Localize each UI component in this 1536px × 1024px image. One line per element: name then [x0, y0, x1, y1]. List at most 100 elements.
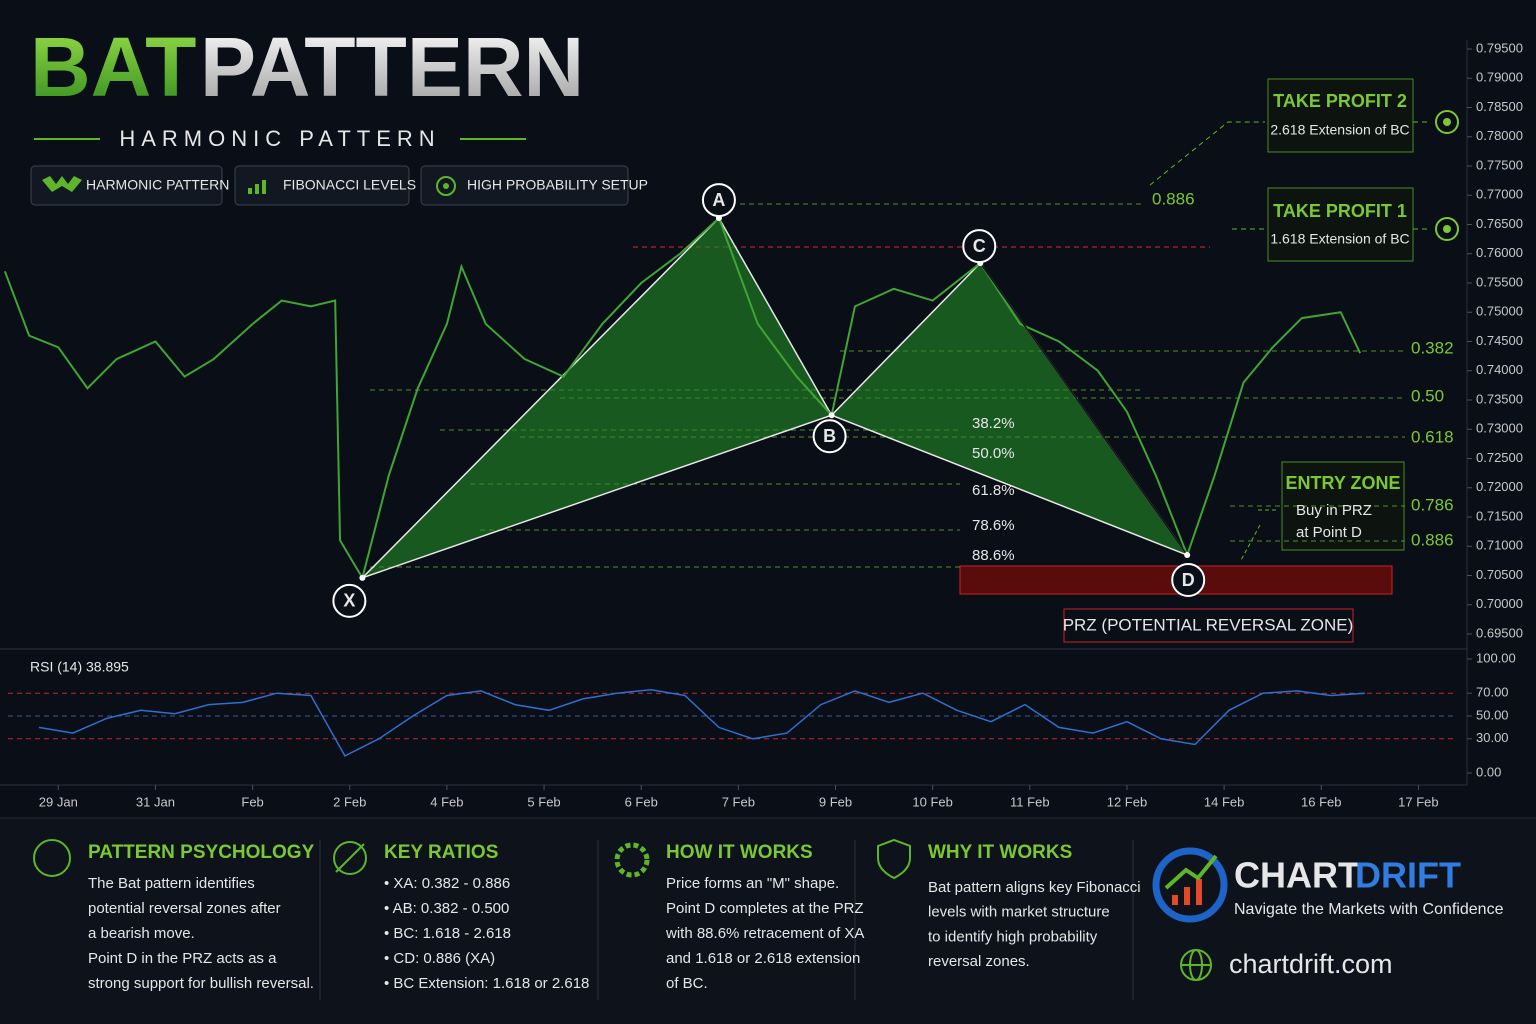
x-tick-label: 10 Feb	[912, 794, 952, 809]
pivot-point	[828, 412, 835, 419]
section-text: strong support for bullish reversal.	[88, 975, 314, 992]
subtitle: HARMONIC PATTERN	[119, 126, 440, 151]
y-tick-label: 0.79000	[1476, 70, 1523, 85]
tp-text: 2.618 Extension of BC	[1270, 122, 1409, 138]
y-tick-label: 0.72000	[1476, 479, 1523, 494]
section-text: Point D in the PRZ acts as a	[88, 950, 277, 967]
y-tick-label: 0.76000	[1476, 245, 1523, 260]
y-tick-label: 0.71500	[1476, 508, 1523, 523]
section-text: with 88.6% retracement of XA	[665, 925, 864, 942]
section-text: Bat pattern aligns key Fibonacci	[928, 879, 1141, 896]
badge-label: HIGH PROBABILITY SETUP	[467, 177, 648, 193]
fib-percent: 50.0%	[972, 445, 1015, 462]
tp-title: TAKE PROFIT 2	[1273, 91, 1407, 111]
y-tick-label: 0.72500	[1476, 450, 1523, 465]
pivot-badge	[1171, 563, 1206, 598]
pivot-point	[1184, 552, 1191, 559]
ratio-icon	[333, 841, 367, 875]
y-tick-label: 0.78500	[1476, 99, 1523, 114]
x-tick-label: 29 Jan	[39, 794, 78, 809]
logo	[1152, 847, 1228, 923]
shield-icon	[877, 838, 911, 880]
ratio-icon	[335, 843, 365, 873]
brand-b: DRIFT	[1355, 855, 1461, 896]
fib-ratio: 0.618	[1411, 427, 1454, 446]
y-tick-label: 0.73500	[1476, 391, 1523, 406]
badge	[234, 165, 410, 206]
y-tick-label: 0.71000	[1476, 538, 1523, 553]
badges: HARMONIC PATTERN FIBONACCI LEVELS HIGH P…	[30, 165, 648, 206]
brand-a: CHART	[1234, 855, 1360, 896]
tp-leaders	[1149, 121, 1430, 230]
entry-text: at Point D	[1296, 524, 1362, 541]
section-text: • XA: 0.382 - 0.886	[384, 875, 510, 892]
footer-dividers	[319, 840, 1134, 1000]
y-tick-label: 70.00	[1476, 685, 1509, 700]
y-tick-label: 50.00	[1476, 707, 1509, 722]
targets	[1435, 110, 1459, 241]
pivot-badge	[332, 583, 367, 618]
pivot-label: B	[823, 426, 836, 446]
y-tick-label: 0.77000	[1476, 187, 1523, 202]
footer-icons	[33, 838, 1228, 981]
pivot-label: X	[343, 591, 355, 611]
pivot-label: C	[973, 236, 986, 256]
y-tick-label: 0.74500	[1476, 333, 1523, 348]
logo	[1164, 854, 1218, 890]
section-text: • CD: 0.886 (XA)	[384, 950, 495, 967]
footer-bg	[0, 818, 1536, 1024]
badge	[420, 165, 629, 206]
prz-label: PRZ (POTENTIAL REVERSAL ZONE)	[1063, 615, 1354, 634]
y-tick-label: 0.79500	[1476, 40, 1523, 55]
series-line	[3, 216, 1362, 581]
section-title: KEY RATIOS	[384, 842, 498, 863]
section-title: WHY IT WORKS	[928, 842, 1072, 863]
fib-ratio: 0.382	[1411, 338, 1454, 357]
target	[1435, 217, 1459, 241]
section-text: of BC.	[666, 975, 708, 992]
cd-line	[979, 262, 1188, 556]
pivot-badge	[812, 419, 847, 454]
rsi-title: RSI (14) 38.895	[30, 659, 129, 675]
x-tick-label: 31 Jan	[136, 794, 175, 809]
entry-title: ENTRY ZONE	[1285, 473, 1400, 493]
title-b: PATTERN	[200, 20, 584, 114]
x-tick-label: 17 Feb	[1398, 794, 1438, 809]
section-text: levels with market structure	[928, 904, 1110, 921]
pivot-badge	[962, 229, 997, 264]
section-text: • AB: 0.382 - 0.500	[384, 900, 509, 917]
target	[1443, 225, 1451, 233]
gear-icon	[614, 842, 650, 878]
brain-icon	[33, 839, 71, 877]
y-tick-label: 0.75000	[1476, 304, 1523, 319]
section-text: Price forms an "M" shape.	[666, 875, 839, 892]
x-tick-label: 9 Feb	[819, 794, 852, 809]
pivot-point	[359, 574, 366, 581]
section-title: HOW IT WORKS	[666, 842, 813, 863]
fib-percent: 78.6%	[972, 517, 1015, 534]
logo	[1172, 879, 1202, 905]
x-tick-label: Feb	[241, 794, 263, 809]
take-profit-1-box	[1267, 187, 1414, 262]
bars-icon	[248, 180, 266, 194]
fib-ratio: 0.886	[1411, 530, 1454, 549]
section-text: to identify high probability	[928, 928, 1098, 945]
url[interactable]: chartdrift.com	[1229, 949, 1393, 979]
take-profit-2-box	[1267, 78, 1414, 153]
y-tick-label: 0.73000	[1476, 421, 1523, 436]
y-tick-label: 0.75500	[1476, 274, 1523, 289]
target-icon	[443, 183, 449, 189]
bat-icon	[42, 176, 82, 192]
badge	[30, 165, 223, 206]
entry-leaders	[1239, 509, 1278, 563]
x-tick-label: 7 Feb	[722, 794, 755, 809]
pivot-label: D	[1182, 570, 1195, 590]
box	[1267, 187, 1414, 262]
section-text: potential reversal zones after	[88, 900, 281, 917]
x-tick-label: 5 Feb	[527, 794, 560, 809]
section-title: PATTERN PSYCHOLOGY	[88, 842, 315, 863]
title-a: BAT	[30, 20, 196, 114]
badge-label: HARMONIC PATTERN	[86, 177, 229, 193]
prz-label-box	[1063, 608, 1354, 643]
